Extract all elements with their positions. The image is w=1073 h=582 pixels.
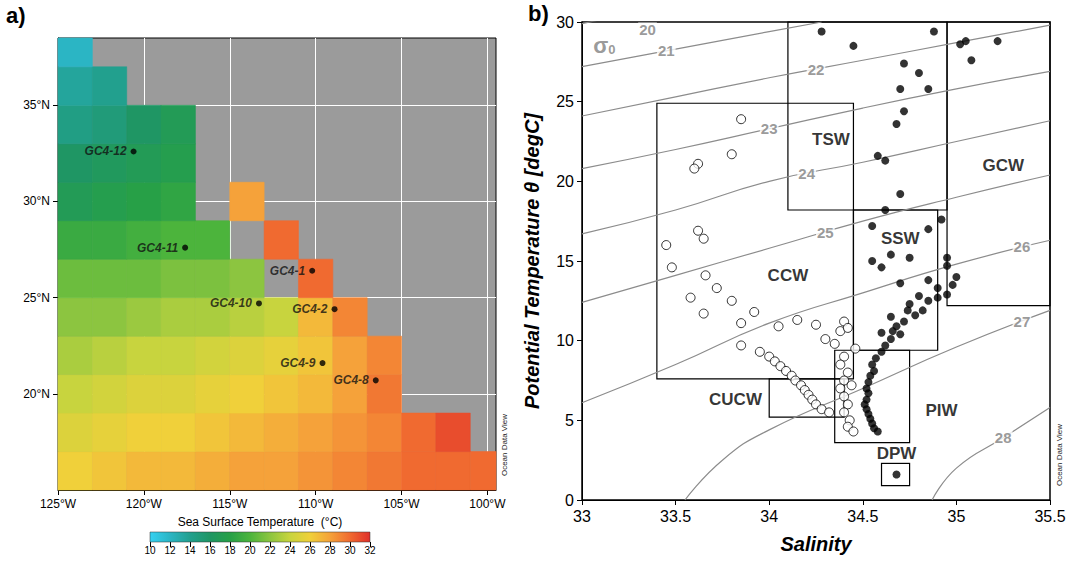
svg-text:Ocean Data View: Ocean Data View — [1055, 424, 1064, 486]
svg-text:10: 10 — [556, 332, 574, 349]
svg-text:25: 25 — [556, 93, 574, 110]
svg-text:14: 14 — [184, 545, 196, 556]
svg-text:33: 33 — [573, 508, 591, 525]
svg-text:20: 20 — [556, 173, 574, 190]
svg-text:120°W: 120°W — [126, 497, 163, 511]
svg-text:105°W: 105°W — [383, 497, 420, 511]
svg-text:0: 0 — [608, 42, 615, 57]
svg-text:Salinity: Salinity — [780, 533, 852, 555]
svg-text:26: 26 — [304, 545, 316, 556]
svg-text:SSW: SSW — [881, 229, 921, 248]
svg-text:Ocean Data View: Ocean Data View — [500, 414, 509, 476]
svg-text:a): a) — [6, 3, 26, 28]
svg-text:15: 15 — [556, 253, 574, 270]
svg-text:110°W: 110°W — [298, 497, 334, 511]
svg-text:30: 30 — [556, 14, 574, 31]
svg-text:26: 26 — [1014, 238, 1031, 255]
svg-text:27: 27 — [1014, 313, 1031, 330]
svg-text:DPW: DPW — [877, 444, 918, 463]
svg-text:24: 24 — [798, 165, 815, 182]
svg-text:10: 10 — [144, 545, 156, 556]
svg-text:12: 12 — [164, 545, 176, 556]
svg-text:35°N: 35°N — [23, 98, 50, 112]
svg-text:b): b) — [528, 1, 549, 26]
svg-text:5: 5 — [565, 412, 574, 429]
svg-text:34.5: 34.5 — [847, 508, 878, 525]
svg-text:CUCW: CUCW — [709, 390, 763, 409]
svg-text:0: 0 — [565, 492, 574, 509]
svg-text:GC4-8: GC4-8 — [333, 373, 369, 387]
svg-text:30: 30 — [344, 545, 356, 556]
svg-text:PIW: PIW — [925, 401, 958, 420]
svg-text:18: 18 — [224, 545, 236, 556]
svg-text:Sea Surface Temperature (°C): Sea Surface Temperature (°C) — [178, 515, 343, 529]
svg-text:GC4-11: GC4-11 — [137, 241, 178, 255]
svg-text:24: 24 — [284, 545, 296, 556]
svg-text:28: 28 — [995, 429, 1012, 446]
svg-text:33.5: 33.5 — [660, 508, 691, 525]
svg-text:20: 20 — [639, 21, 656, 38]
svg-text:25°N: 25°N — [23, 291, 50, 305]
svg-text:25: 25 — [817, 224, 834, 241]
svg-text:32: 32 — [364, 545, 376, 556]
svg-text:20°N: 20°N — [23, 387, 50, 401]
svg-text:16: 16 — [204, 545, 216, 556]
svg-text:23: 23 — [761, 120, 778, 137]
svg-text:TSW: TSW — [812, 130, 851, 149]
svg-text:125°W: 125°W — [40, 497, 77, 511]
svg-text:28: 28 — [324, 545, 336, 556]
svg-text:Potential Temperature θ [degC]: Potential Temperature θ [degC] — [521, 112, 543, 409]
svg-text:100°W: 100°W — [469, 497, 506, 511]
svg-text:GC4-9: GC4-9 — [280, 356, 316, 370]
svg-text:20: 20 — [244, 545, 256, 556]
svg-text:115°W: 115°W — [212, 497, 248, 511]
svg-text:22: 22 — [264, 545, 276, 556]
svg-text:CCW: CCW — [768, 266, 810, 285]
svg-text:GC4-12: GC4-12 — [85, 144, 127, 158]
svg-text:35: 35 — [948, 508, 966, 525]
svg-text:GC4-10: GC4-10 — [210, 296, 252, 310]
svg-text:σ: σ — [593, 33, 608, 58]
svg-text:35.5: 35.5 — [1034, 508, 1065, 525]
svg-text:GCW: GCW — [982, 156, 1024, 175]
svg-text:22: 22 — [808, 61, 825, 78]
svg-text:30°N: 30°N — [23, 194, 50, 208]
svg-text:34: 34 — [760, 508, 778, 525]
svg-text:GC4-2: GC4-2 — [292, 302, 328, 316]
svg-text:21: 21 — [658, 42, 675, 59]
svg-text:GC4-1: GC4-1 — [270, 264, 306, 278]
